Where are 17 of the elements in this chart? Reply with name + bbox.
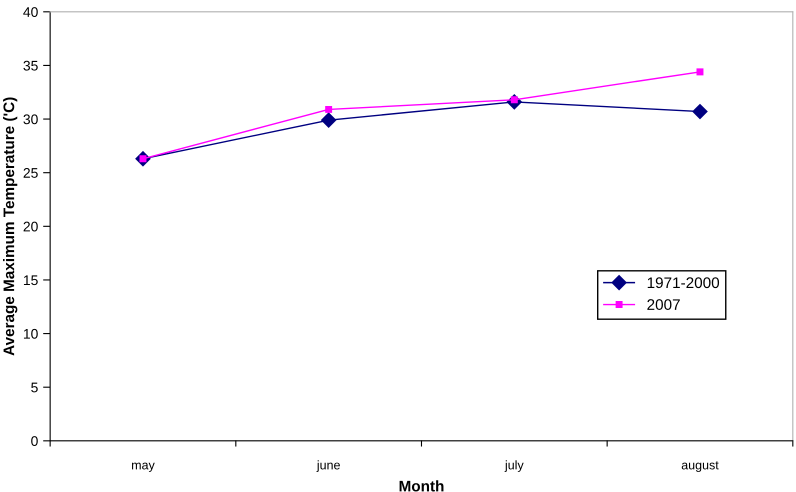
y-tick-label: 30 [23,114,38,124]
x-tick-label: august [682,461,719,472]
y-tick-label: 35 [23,60,38,71]
x-axis-title: Month [400,480,444,492]
y-axis-title: Average Maximum Temperature ('C) [3,97,18,356]
legend-label: 1971-2000 [648,277,720,288]
y-tick-label: 25 [24,168,38,178]
y-tick-label: 40 [23,7,38,17]
y-tick-label: 0 [31,436,38,446]
x-tick-label: june [316,460,340,472]
legend-label: 2007 [647,299,680,310]
y-tick-label: 15 [24,275,38,286]
y-tick-label: 10 [24,328,38,339]
y-tick-label: 5 [31,382,38,392]
x-tick-label: may [132,462,155,472]
x-tick-label: july [504,460,524,472]
y-tick-label: 20 [24,222,38,232]
